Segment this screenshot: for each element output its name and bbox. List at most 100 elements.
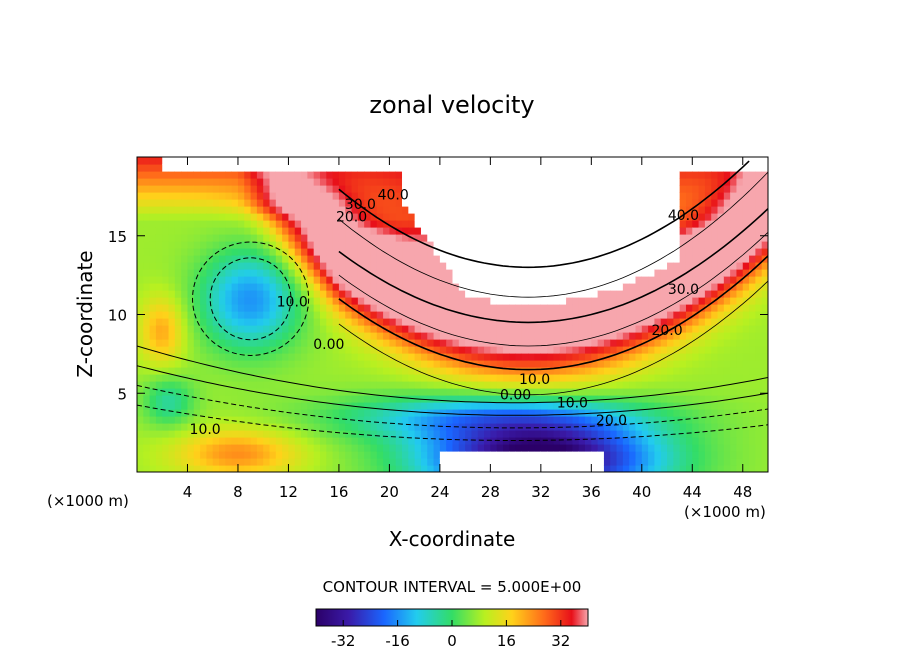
field-cell: [490, 367, 498, 375]
field-cell: [376, 423, 384, 431]
field-cell: [635, 185, 643, 193]
field-cell: [439, 255, 447, 263]
field-cell: [187, 339, 195, 347]
field-cell: [679, 437, 687, 445]
field-cell: [250, 395, 258, 403]
field-cell: [477, 458, 485, 466]
field-cell: [250, 416, 258, 424]
field-cell: [547, 269, 555, 277]
field-cell: [137, 164, 144, 172]
field-cell: [534, 339, 542, 347]
field-cell: [256, 423, 264, 431]
field-cell: [610, 381, 618, 389]
field-cell: [137, 171, 144, 179]
field-cell: [502, 339, 510, 347]
field-cell: [610, 367, 618, 375]
field-cell: [420, 304, 428, 312]
field-cell: [603, 283, 611, 291]
field-cell: [319, 430, 327, 438]
field-cell: [155, 332, 163, 340]
field-cell: [301, 311, 308, 319]
field-cell: [490, 234, 498, 242]
field-cell: [338, 423, 346, 431]
field-cell: [553, 360, 561, 368]
field-cell: [143, 423, 151, 431]
field-cell: [244, 178, 252, 186]
field-cell: [603, 178, 611, 186]
field-cell: [155, 409, 163, 417]
field-cell: [692, 360, 700, 368]
field-cell: [616, 346, 624, 354]
field-cell: [629, 318, 637, 326]
field-cell: [629, 409, 637, 417]
field-cell: [181, 395, 189, 403]
field-cell: [465, 318, 473, 326]
field-cell: [269, 465, 277, 472]
field-cell: [471, 234, 479, 242]
field-cell: [237, 171, 245, 179]
field-cell: [174, 458, 182, 466]
field-cell: [256, 171, 264, 179]
field-cell: [521, 157, 529, 165]
field-cell: [357, 465, 365, 472]
field-cell: [275, 255, 283, 263]
field-cell: [711, 353, 719, 361]
field-cell: [452, 220, 460, 228]
field-cell: [187, 451, 195, 459]
field-cell: [200, 444, 208, 452]
field-cell: [174, 297, 182, 305]
field-cell: [364, 465, 372, 472]
field-cell: [370, 332, 378, 340]
field-cell: [357, 416, 365, 424]
field-cell: [263, 157, 271, 165]
field-cell: [685, 262, 693, 270]
field-cell: [597, 192, 605, 200]
field-cell: [749, 269, 756, 277]
field-cell: [667, 178, 674, 186]
field-cell: [704, 248, 712, 256]
field-cell: [212, 353, 220, 361]
field-cell: [212, 192, 220, 200]
field-cell: [338, 164, 346, 172]
field-cell: [521, 248, 529, 256]
field-cell: [263, 409, 271, 417]
field-cell: [698, 465, 706, 472]
field-cell: [408, 374, 416, 382]
field-cell: [761, 332, 768, 340]
field-cell: [660, 430, 668, 438]
field-cell: [629, 213, 637, 221]
field-cell: [711, 192, 719, 200]
field-cell: [723, 318, 731, 326]
field-cell: [704, 353, 712, 361]
field-cell: [635, 416, 643, 424]
field-cell: [755, 416, 763, 424]
field-cell: [597, 199, 605, 207]
field-cell: [679, 416, 687, 424]
field-cell: [162, 346, 170, 354]
field-cell: [187, 220, 195, 228]
field-cell: [301, 220, 308, 228]
field-cell: [162, 269, 170, 277]
field-cell: [477, 220, 485, 228]
field-cell: [667, 458, 674, 466]
field-cell: [294, 171, 302, 179]
field-cell: [553, 423, 561, 431]
field-cell: [515, 262, 523, 270]
field-cell: [622, 465, 630, 472]
field-cell: [585, 227, 592, 235]
field-cell: [162, 164, 170, 172]
field-cell: [193, 178, 201, 186]
field-cell: [351, 255, 359, 263]
field-cell: [307, 185, 315, 193]
field-cell: [698, 458, 706, 466]
field-cell: [200, 199, 208, 207]
field-cell: [313, 283, 321, 291]
field-cell: [515, 381, 523, 389]
field-cell: [395, 360, 403, 368]
field-cell: [162, 276, 170, 284]
field-cell: [458, 171, 466, 179]
field-cell: [427, 395, 435, 403]
field-cell: [294, 234, 302, 242]
field-cell: [402, 276, 409, 284]
field-cell: [326, 213, 334, 221]
